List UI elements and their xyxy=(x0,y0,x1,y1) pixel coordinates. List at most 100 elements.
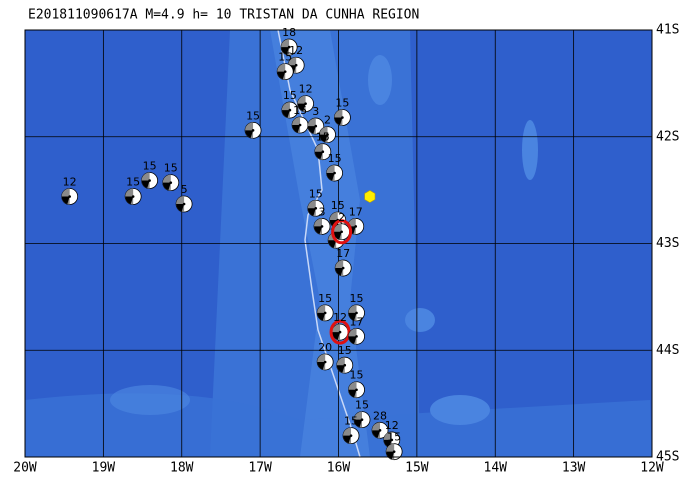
depth-label: 2 xyxy=(324,114,331,127)
x-tick-label: 15W xyxy=(405,461,429,476)
beachball-compression xyxy=(326,173,335,181)
depth-label: 15 xyxy=(387,431,401,444)
beachball-center xyxy=(287,45,291,49)
beachball-center xyxy=(283,70,287,73)
beachball-center xyxy=(304,102,307,105)
depth-label: 15 xyxy=(350,369,364,382)
y-tick-label: 45S xyxy=(656,450,679,465)
focal-mechanism xyxy=(291,116,309,134)
beachball-compression xyxy=(297,103,306,112)
beachball-center xyxy=(314,124,318,128)
beachball-center xyxy=(298,123,302,127)
focal-mechanism xyxy=(244,121,262,139)
depth-label: 12 xyxy=(63,176,77,189)
beachball-center xyxy=(338,330,342,334)
beachball-center xyxy=(355,335,358,338)
focal-mechanism xyxy=(319,126,336,144)
beachball-compression xyxy=(141,180,150,189)
depth-label: 15 xyxy=(344,415,358,428)
depth-label: 28 xyxy=(373,409,387,422)
beachball-center xyxy=(131,195,135,198)
x-tick-label: 17W xyxy=(248,461,272,476)
y-tick-label: 44S xyxy=(656,343,679,358)
beachball-compression xyxy=(335,268,344,276)
beachball-compression xyxy=(372,430,381,438)
highlight-ring xyxy=(329,319,351,345)
beachball-compression xyxy=(61,196,70,205)
depth-label: 15 xyxy=(293,104,307,117)
beachball-center xyxy=(390,438,394,442)
y-tick-label: 42S xyxy=(656,129,679,144)
focal-mechanism xyxy=(280,38,298,56)
depth-label: 5 xyxy=(181,183,188,196)
focal-mechanism xyxy=(141,172,159,189)
beachball-compression xyxy=(125,196,134,205)
focal-mechanism xyxy=(385,443,403,461)
y-tick-label: 41S xyxy=(656,23,679,38)
beachball-compression xyxy=(348,312,357,321)
focal-mechanism xyxy=(124,188,142,205)
beachball-center xyxy=(333,171,336,175)
depth-label: 12 xyxy=(385,419,399,432)
depth-label: 15 xyxy=(309,187,323,200)
focal-mechanism xyxy=(313,218,331,235)
station-marker xyxy=(364,190,376,203)
depth-label: 15 xyxy=(246,109,260,122)
depth-label: 15 xyxy=(355,399,369,412)
map-title: E201811090617A M=4.9 h= 10 TRISTAN DA CU… xyxy=(28,8,419,23)
depth-label: 20 xyxy=(318,341,332,354)
depth-label: 3 xyxy=(319,205,326,218)
beachball-compression xyxy=(319,134,328,143)
depth-label: 15 xyxy=(338,344,352,357)
beachball-center xyxy=(323,311,327,315)
depth-label: 15 xyxy=(143,160,157,173)
depth-label: 15 xyxy=(331,199,345,212)
beachball-compression xyxy=(336,365,345,373)
beachball-center xyxy=(354,225,358,228)
beachball-compression xyxy=(334,117,343,126)
focal-mechanism xyxy=(307,117,325,135)
depth-label: 12 xyxy=(289,44,303,57)
focal-mechanism xyxy=(334,109,351,126)
beachball-center xyxy=(355,388,358,392)
beachball-compression xyxy=(281,47,290,55)
beachball-center xyxy=(182,202,186,206)
focal-mechanism xyxy=(162,174,180,192)
beachball-compression xyxy=(176,204,185,212)
beachball-compression xyxy=(307,208,316,216)
beachball-compression xyxy=(317,361,326,370)
x-tick-label: 14W xyxy=(484,461,508,476)
x-tick-label: 13W xyxy=(562,461,586,476)
focal-mechanism xyxy=(331,219,353,245)
focal-mechanism xyxy=(348,304,365,322)
focal-mechanism xyxy=(326,164,343,182)
beachball-compression xyxy=(162,182,171,191)
depth-label: 15 xyxy=(316,131,330,144)
focal-mechanism xyxy=(314,143,332,161)
depth-label: 18 xyxy=(282,26,296,39)
beachball-compression xyxy=(348,336,357,344)
beachball-compression xyxy=(314,226,323,235)
depth-label: 15 xyxy=(126,176,140,189)
beachball-center xyxy=(341,116,344,119)
beachball-center xyxy=(321,150,325,153)
beachball-center xyxy=(343,363,347,367)
beachball-center xyxy=(314,206,318,210)
focal-mechanism xyxy=(334,259,352,277)
beachball-center xyxy=(340,230,343,234)
beachball-center xyxy=(326,133,329,136)
beachball-compression xyxy=(348,389,357,398)
beachball-center xyxy=(360,418,364,421)
x-tick-label: 18W xyxy=(170,461,194,476)
beachball-compression xyxy=(317,312,326,321)
beachball-center xyxy=(320,225,324,228)
depth-label: 17 xyxy=(350,315,364,328)
depth-label: 15 xyxy=(335,97,349,110)
focal-mechanism xyxy=(297,95,314,113)
beachball-compression xyxy=(292,125,301,133)
beachball-center xyxy=(148,179,151,182)
depth-label: 2 xyxy=(338,211,345,224)
beachball-compression xyxy=(354,419,363,428)
beachball-center xyxy=(378,429,382,432)
